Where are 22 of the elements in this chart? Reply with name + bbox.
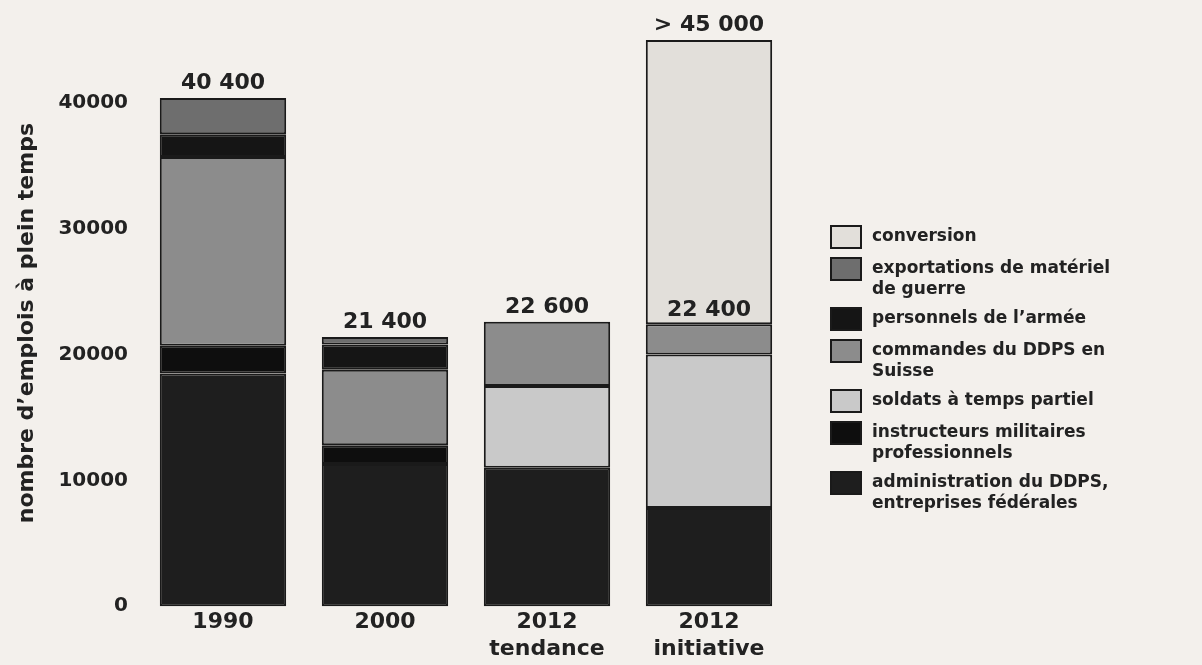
x-tick-label: 2012 initiative [653, 608, 765, 660]
y-tick-label: 10000 [58, 466, 128, 491]
total-label: > 45 000 [653, 10, 765, 36]
y-tick-label: 20000 [58, 340, 128, 365]
y-tick-label: 40000 [58, 89, 128, 114]
x-tick-label: 2000 [354, 608, 416, 634]
y-tick-label: 30000 [58, 214, 128, 239]
legend-label: personnels de l’armée [872, 307, 1087, 328]
legend-label: commandes du DDPS en Suisse [872, 339, 1107, 381]
legend-label: conversion [872, 225, 977, 246]
y-axis-title: nombre d’emplois à plein temps [12, 122, 38, 524]
legend-label: exportations de matériel de guerre [872, 257, 1112, 299]
annotation: 22 400 [666, 296, 752, 322]
x-tick-label: 1990 [192, 608, 254, 634]
y-tick-label: 0 [114, 592, 128, 617]
legend-label: administration du DDPS, entreprises fédérales [872, 471, 1110, 513]
total-label: 40 400 [180, 68, 266, 94]
legend-label: soldats à temps partiel [872, 389, 1094, 410]
x-tick-label: 2012 tendance [489, 608, 605, 660]
total-label: 21 400 [342, 307, 428, 333]
legend-label: instructeurs militaires professionnels [872, 421, 1087, 463]
total-label: 22 600 [504, 292, 590, 318]
